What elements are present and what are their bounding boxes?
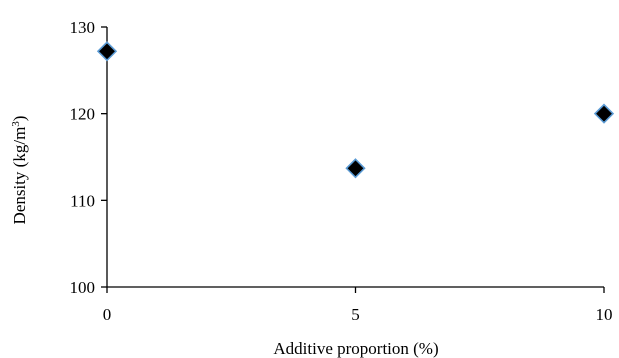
- y-axis-ticks: 100 110 120 130: [70, 18, 107, 297]
- y-tick-label: 130: [70, 18, 96, 37]
- x-tick-label: 10: [596, 305, 613, 324]
- y-tick-label: 100: [70, 278, 96, 297]
- y-axis-title: Density (kg/m3): [10, 116, 29, 225]
- x-tick-label: 0: [103, 305, 112, 324]
- x-tick-label: 5: [351, 305, 360, 324]
- data-point: [345, 158, 366, 179]
- data-point: [593, 103, 615, 124]
- data-points: [96, 41, 615, 179]
- y-axis-title-main: Density (kg/m: [10, 127, 29, 225]
- data-point: [96, 41, 118, 62]
- x-axis-ticks: 0 5 10: [103, 287, 613, 324]
- y-axis-title-close: ): [10, 116, 29, 122]
- y-axis-title-superscript: 3: [10, 121, 22, 127]
- y-tick-label: 110: [70, 191, 95, 210]
- y-tick-label: 120: [70, 105, 96, 124]
- x-axis-title: Additive proportion (%): [273, 339, 438, 358]
